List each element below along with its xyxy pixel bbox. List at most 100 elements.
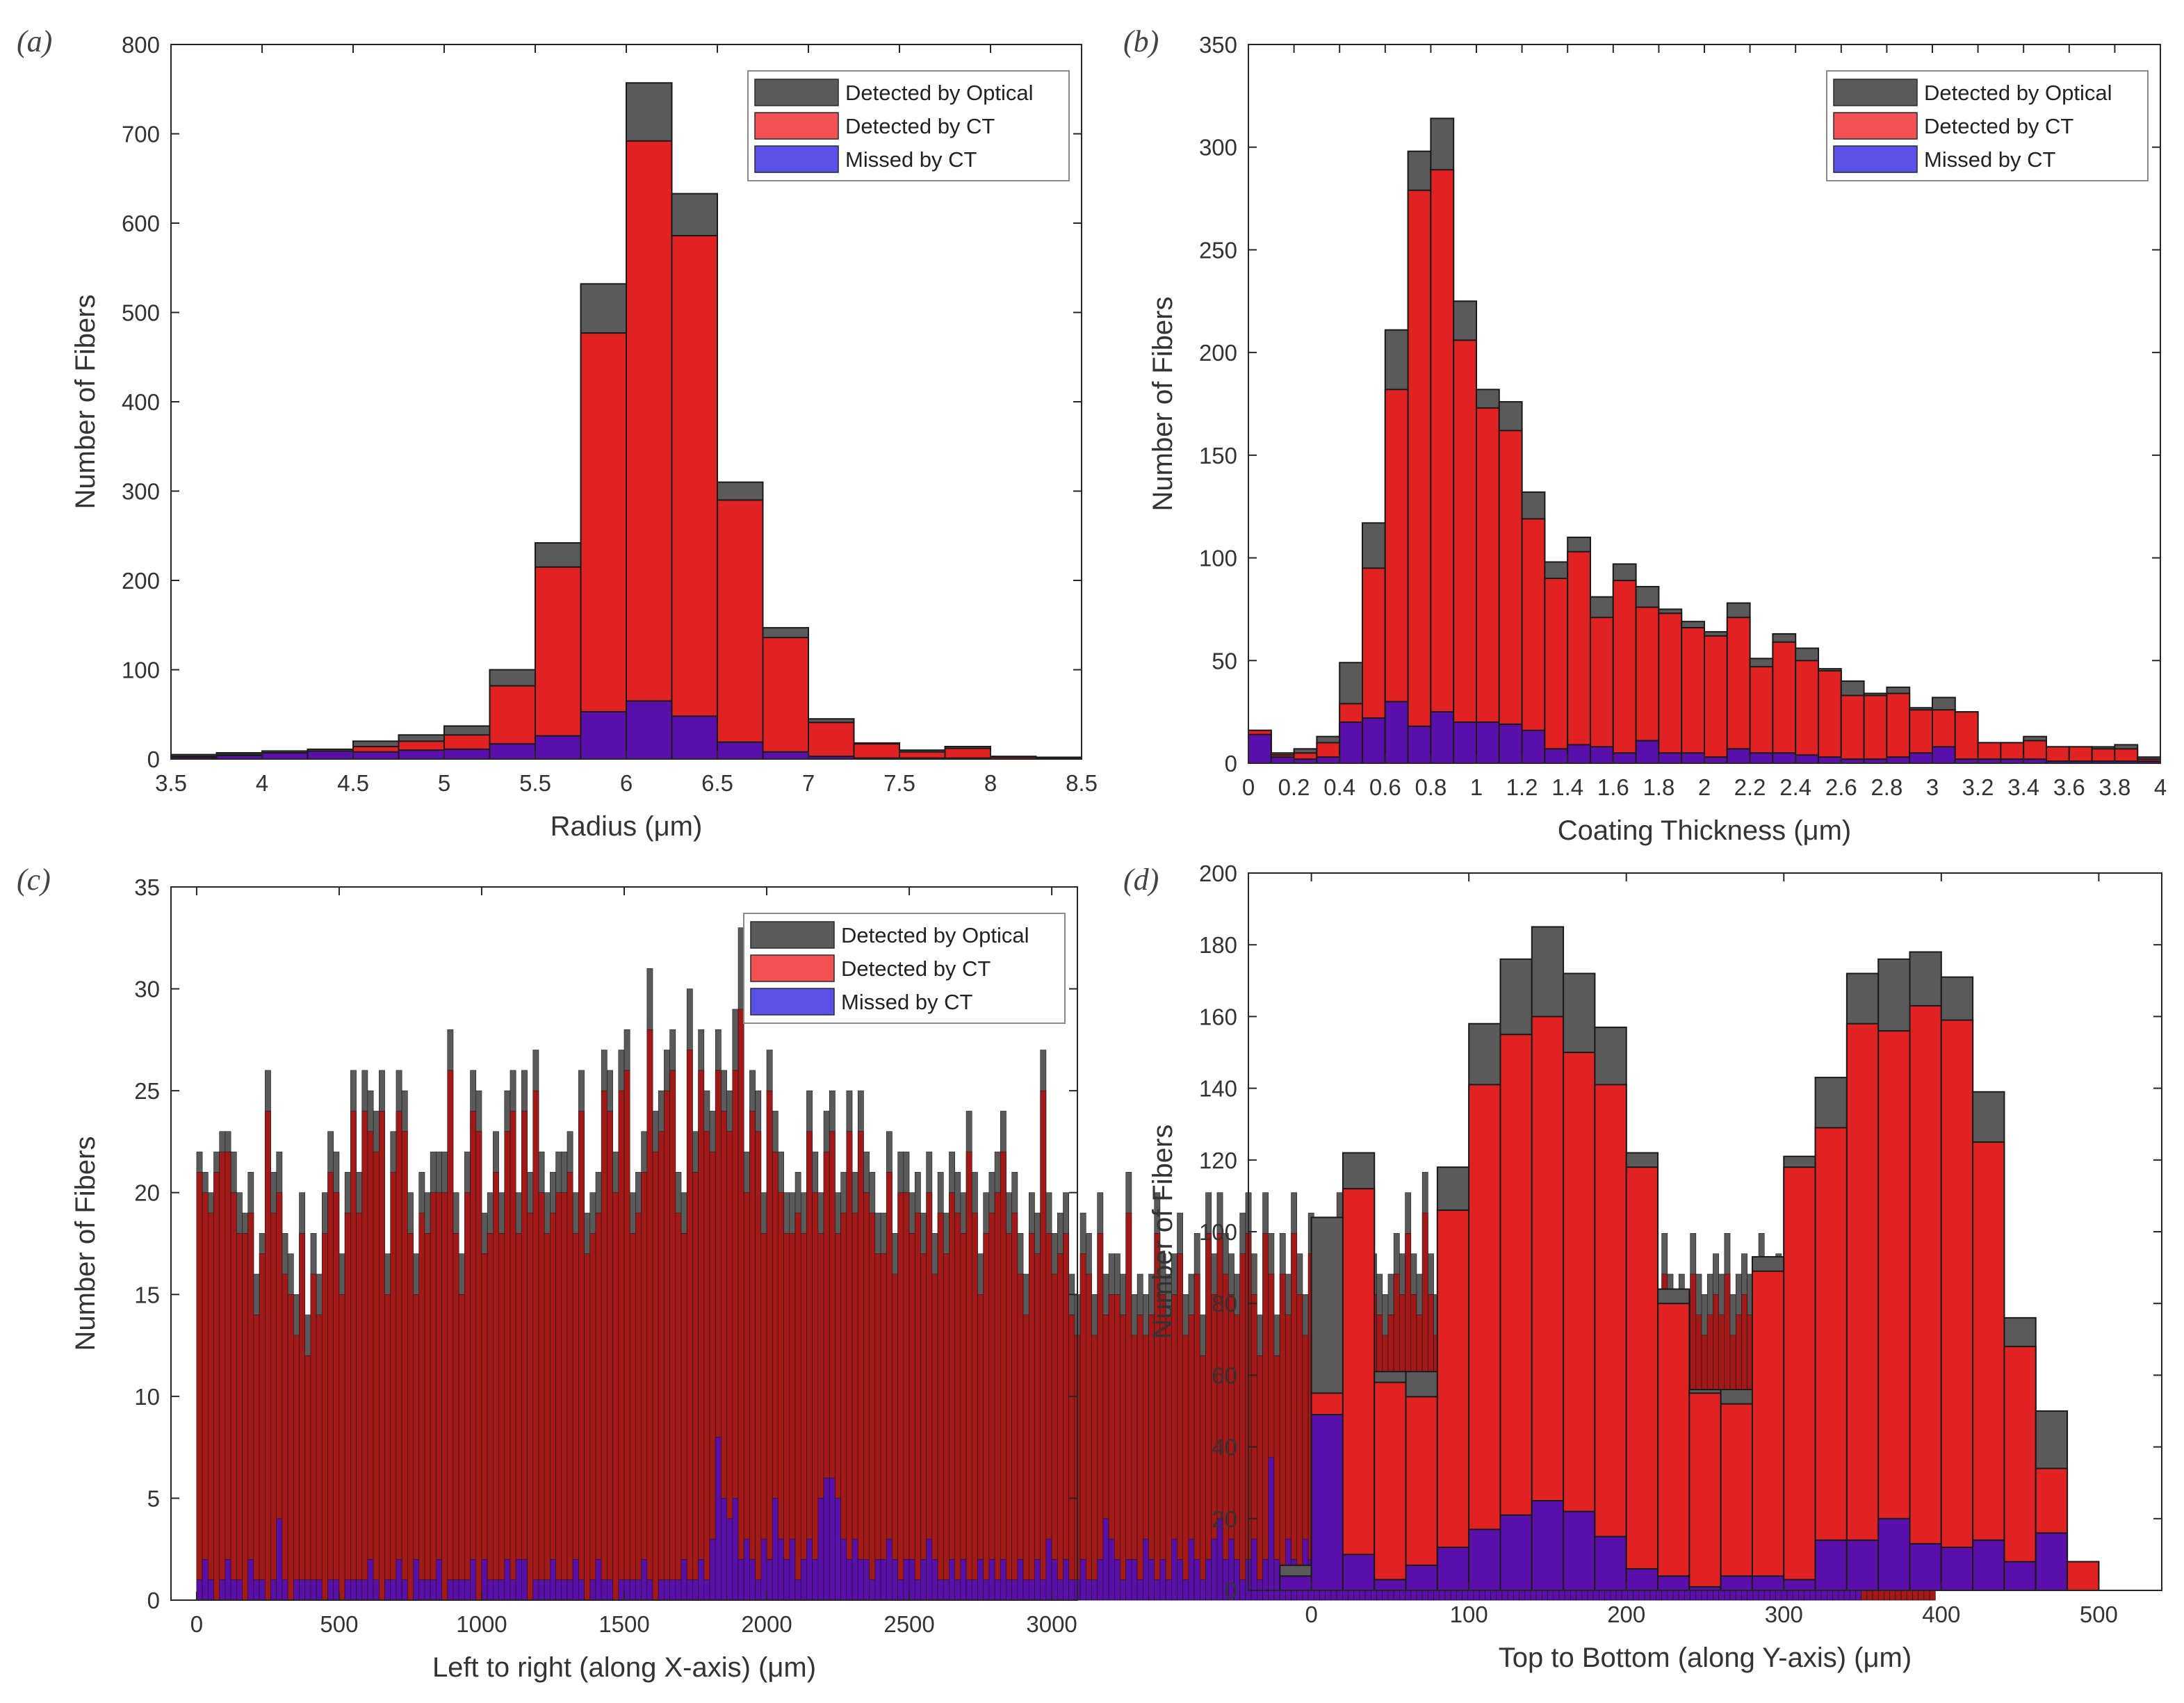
bar-missed — [1795, 754, 1819, 765]
bar-missed — [892, 1559, 898, 1601]
bar-missed — [1205, 1559, 1212, 1601]
bar-missed — [464, 1579, 471, 1601]
bar-missed — [367, 1559, 374, 1601]
bar-missed — [1091, 1579, 1098, 1601]
bar-missed — [1567, 744, 1591, 764]
bar-missed — [589, 1579, 596, 1601]
legend-swatch — [750, 988, 835, 1016]
x-tick-label: 8 — [984, 770, 997, 796]
bar-missed — [1374, 1579, 1407, 1592]
bar-missed — [307, 750, 354, 760]
x-tick-label: 2.6 — [1825, 774, 1857, 800]
bar-missed — [1783, 1579, 1816, 1592]
bar-ct — [521, 1111, 528, 1601]
bar-ct — [1430, 169, 1455, 764]
bar-ct — [396, 1111, 402, 1601]
bar-ct — [373, 1151, 380, 1601]
bar-missed — [1407, 725, 1432, 765]
bar-ct — [447, 1070, 454, 1601]
x-tick-label: 0 — [1305, 1602, 1317, 1627]
bar-ct — [1051, 1273, 1058, 1601]
y-tick-label: 100 — [122, 658, 160, 683]
bar-ct — [538, 1192, 545, 1601]
bar-ct — [977, 1294, 984, 1601]
bar-ct — [1374, 1381, 1407, 1591]
bar-missed — [749, 1559, 756, 1601]
bar-ct — [259, 1253, 266, 1601]
bar-missed — [817, 1498, 824, 1601]
bar-ct — [1342, 1188, 1376, 1591]
x-tick-label: 1000 — [456, 1611, 507, 1637]
legend-swatch — [750, 921, 835, 949]
bar-missed — [578, 1579, 585, 1601]
bar-missed — [1384, 701, 1409, 764]
bar-missed — [766, 1559, 773, 1601]
x-tick-label: 300 — [1765, 1602, 1803, 1627]
bar-ct — [1877, 1030, 1911, 1592]
bar-ct — [920, 1253, 927, 1601]
bar-missed — [709, 1538, 716, 1601]
bar-ct — [550, 1212, 556, 1601]
y-axis-label: Number of Fibers — [1148, 297, 1178, 512]
bar-missed — [1818, 756, 1842, 764]
bar-missed — [908, 1559, 915, 1601]
x-tick-label: 0.2 — [1278, 774, 1310, 800]
bar-missed — [880, 1559, 887, 1601]
bar-ct — [236, 1233, 243, 1601]
legend-swatch — [754, 145, 839, 173]
bar-ct — [1086, 1273, 1092, 1601]
bar-missed — [726, 1518, 733, 1601]
x-tick-label: 1 — [1470, 774, 1483, 800]
y-tick-label: 100 — [1199, 546, 1237, 571]
bar-ct — [618, 1090, 625, 1601]
bar-missed — [535, 735, 582, 760]
x-axis-label: Radius (μm) — [551, 811, 703, 842]
x-tick-label: 2500 — [883, 1611, 934, 1637]
bar-ct — [1845, 1022, 1880, 1591]
bar-ct — [766, 1090, 773, 1601]
bar-missed — [498, 1579, 505, 1601]
bars — [1248, 117, 2161, 765]
bar-ct — [988, 1212, 995, 1601]
bar-missed — [1045, 1538, 1052, 1601]
bar-missed — [977, 1559, 984, 1601]
bar-missed — [247, 1559, 254, 1601]
x-tick-label: 0 — [1242, 774, 1255, 800]
bar-missed — [208, 1579, 214, 1601]
bar-ct — [213, 1172, 220, 1601]
bar-ct — [1814, 1127, 1848, 1591]
bar-ct — [1436, 1209, 1470, 1592]
bars — [1279, 926, 2100, 1592]
bar-ct — [1720, 1403, 1753, 1592]
bar-missed — [1114, 1559, 1120, 1601]
x-tick-label: 7.5 — [883, 770, 915, 796]
bar-ct — [1567, 551, 1591, 764]
bar-missed — [732, 1498, 739, 1601]
bar-ct — [869, 1212, 876, 1601]
bar-ct — [1006, 1233, 1012, 1601]
x-tick-label: 1.4 — [1551, 774, 1583, 800]
bar-ct — [202, 1192, 209, 1601]
x-tick-label: 1500 — [598, 1611, 649, 1637]
bar-ct — [880, 1253, 887, 1601]
bar-missed — [1165, 1579, 1172, 1601]
bar-ct — [1681, 627, 1705, 765]
bar-ct — [624, 1070, 630, 1601]
bar-missed — [618, 1579, 625, 1601]
bar-missed — [567, 1579, 573, 1601]
y-tick-label: 25 — [134, 1078, 160, 1104]
bar-ct — [698, 1070, 705, 1601]
bar-missed — [954, 1579, 961, 1601]
bar-missed — [1159, 1559, 1166, 1601]
bar-missed — [943, 1579, 950, 1601]
y-tick-label: 35 — [134, 874, 160, 900]
bar-missed — [595, 1559, 602, 1601]
bar-ct — [1726, 617, 1751, 765]
bar-ct — [453, 1233, 459, 1601]
bar-ct — [1635, 606, 1660, 765]
bar-ct — [1749, 666, 1774, 764]
bar-missed — [236, 1579, 243, 1601]
bar-missed — [2035, 1532, 2069, 1591]
bar-missed — [988, 1559, 995, 1601]
bar-missed — [270, 1579, 277, 1601]
